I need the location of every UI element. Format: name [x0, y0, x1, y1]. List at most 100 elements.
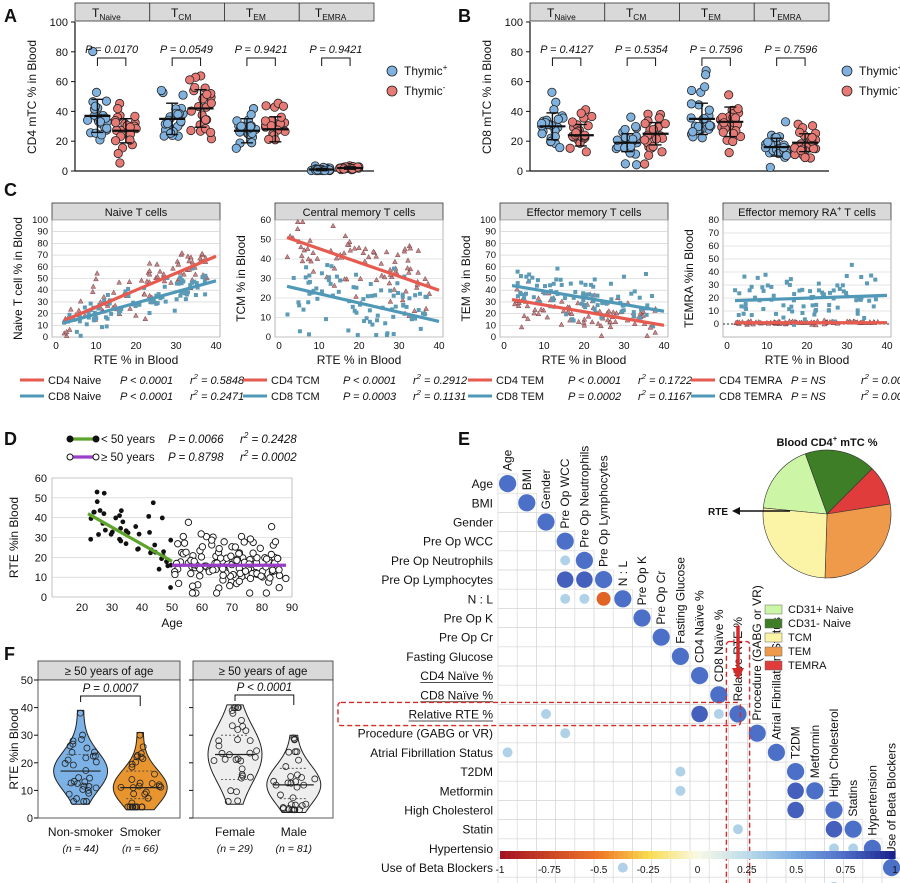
data-point	[639, 307, 644, 312]
colorbar-segment	[593, 851, 600, 859]
data-point	[257, 572, 265, 580]
data-point	[117, 513, 122, 519]
significance-bracket	[626, 57, 657, 66]
data-point	[133, 803, 140, 811]
facet-title: ≥ 50 years of age	[65, 666, 154, 678]
x-tick-label: 10	[538, 341, 550, 352]
correlation-circle	[556, 571, 574, 588]
data-point	[271, 538, 280, 546]
colorbar-segment	[574, 851, 580, 859]
data-point	[110, 136, 121, 146]
legend-r2: r2 = 0.2912	[413, 372, 467, 387]
colorbar-tick-label: 0	[695, 865, 701, 876]
matrix-cell	[497, 723, 518, 744]
data-point	[188, 582, 197, 590]
data-point	[331, 282, 338, 288]
panel-letter-D: D	[4, 429, 17, 449]
data-point	[101, 511, 107, 517]
colorbar-segment	[717, 851, 723, 859]
data-point	[66, 326, 73, 332]
matrix-cell	[708, 857, 729, 878]
colorbar-segment	[850, 851, 857, 859]
group-label: Non-smoker	[48, 825, 113, 839]
matrix-cell	[632, 819, 652, 840]
matrix-cell	[516, 704, 537, 724]
data-point	[219, 571, 227, 579]
x-tick-label: 0	[53, 341, 59, 352]
colorbar-segment	[766, 851, 773, 859]
matrix-cell	[651, 819, 672, 840]
row-label: High Cholesterol	[404, 804, 493, 818]
data-point	[549, 105, 559, 115]
row-label: Pre Op WCC	[423, 535, 493, 549]
data-point	[640, 119, 650, 129]
colorbar-segment	[529, 851, 536, 859]
matrix-cell	[497, 704, 518, 724]
facet-label: TEM	[246, 6, 266, 22]
data-point	[616, 294, 621, 299]
legend-r2: r2 = 0.1722	[638, 372, 692, 387]
matrix-cell	[632, 800, 652, 820]
data-point	[123, 289, 128, 294]
data-point	[90, 288, 96, 294]
data-point	[133, 304, 138, 309]
data-point	[285, 748, 293, 756]
x-tick-label: 10	[761, 341, 773, 352]
y-tick-label: 20	[260, 293, 271, 304]
matrix-cell	[747, 800, 768, 820]
data-point	[391, 286, 397, 292]
matrix-cell	[785, 819, 806, 840]
colorbar-segment	[559, 851, 565, 859]
colorbar-segment	[514, 851, 521, 859]
colorbar-segment	[682, 851, 689, 859]
data-point	[535, 278, 540, 283]
data-point	[234, 726, 242, 733]
p-value-label: P < 0.0001	[237, 682, 293, 694]
legend-r2: r2 = 0.0002	[240, 449, 297, 464]
colorbar-segment	[811, 851, 817, 859]
data-point	[605, 317, 611, 323]
data-point	[307, 279, 312, 284]
colorbar-segment	[835, 851, 842, 859]
y-tick-label: 20	[37, 309, 48, 320]
data-point	[392, 266, 397, 271]
facet-title: Effector memory T cells	[527, 207, 642, 219]
data-point	[99, 325, 104, 330]
matrix-cell	[593, 665, 614, 686]
data-point	[247, 773, 254, 781]
data-point	[835, 305, 840, 310]
data-point	[86, 774, 94, 782]
data-point	[589, 282, 594, 287]
data-point	[306, 332, 311, 337]
data-point	[688, 127, 698, 137]
regression-line	[87, 512, 173, 563]
matrix-cell	[497, 665, 518, 686]
matrix-cell	[536, 569, 556, 590]
regression-line	[63, 279, 217, 325]
facet-label: TNaive	[547, 6, 576, 22]
matrix-cell	[651, 684, 672, 705]
regression-line	[734, 293, 888, 303]
data-point	[362, 245, 369, 252]
pie-slice	[824, 503, 892, 579]
data-point	[168, 585, 173, 590]
matrix-cell	[612, 876, 633, 883]
matrix-cell	[689, 819, 710, 840]
data-point	[373, 293, 378, 298]
legend-p: P = 0.0066	[168, 434, 224, 446]
y-tick-label: 10	[708, 306, 719, 317]
matrix-cell	[497, 492, 518, 513]
data-point	[128, 776, 136, 783]
correlation-circle	[560, 728, 571, 739]
y-axis-label: TCM % in Blood	[234, 235, 248, 322]
data-point	[395, 281, 400, 286]
data-point	[404, 265, 411, 271]
data-point	[581, 147, 591, 157]
data-point	[755, 275, 760, 280]
data-point	[581, 291, 586, 296]
data-point	[538, 300, 543, 305]
data-point	[136, 779, 144, 787]
data-point	[144, 278, 150, 284]
data-point	[873, 277, 878, 282]
correlation-circle	[652, 628, 670, 646]
